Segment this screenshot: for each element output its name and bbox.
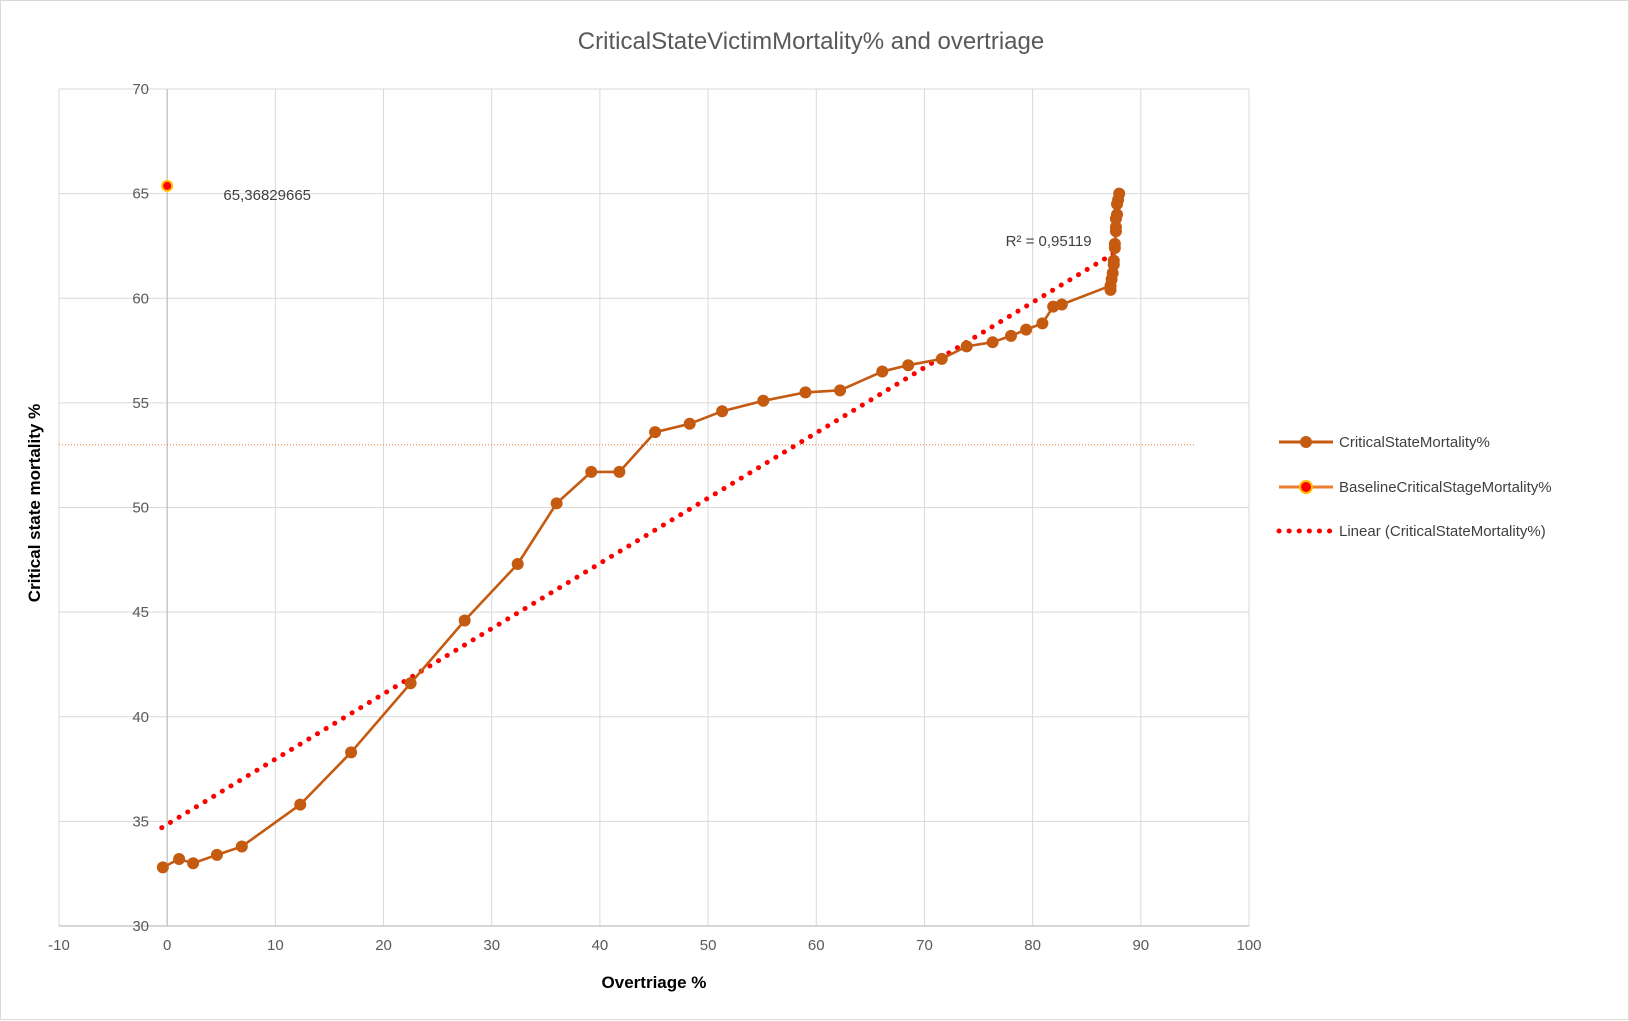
critical-state-mortality-point <box>210 848 223 861</box>
y-tick-label: 50 <box>132 500 149 517</box>
y-axis-title: Critical state mortality % <box>25 404 44 602</box>
y-tick-label: 30 <box>132 918 149 935</box>
x-tick-label: 20 <box>375 937 392 954</box>
critical-state-mortality-point <box>345 746 358 759</box>
critical-state-mortality-point <box>294 798 307 811</box>
critical-state-mortality-point <box>1020 323 1033 336</box>
critical-state-mortality-point <box>458 614 471 627</box>
critical-state-mortality-point <box>902 359 915 372</box>
critical-state-mortality-point <box>757 394 770 407</box>
y-tick-label: 55 <box>132 395 149 412</box>
critical-state-mortality-line <box>162 193 1121 869</box>
linear-trendline <box>159 247 1122 831</box>
critical-state-mortality-point <box>1036 317 1049 330</box>
y-tick-label: 65 <box>132 186 149 203</box>
critical-state-mortality-point <box>1113 187 1126 200</box>
legend-label-baseline: BaselineCriticalStageMortality% <box>1339 479 1552 496</box>
x-tick-label: -10 <box>48 937 70 954</box>
x-tick-label: 0 <box>163 937 171 954</box>
y-tick-label: 70 <box>132 81 149 98</box>
legend-marker-critical-state-mortality <box>1300 436 1312 448</box>
grid-layer <box>58 88 1250 927</box>
critical-state-mortality-point <box>1108 237 1121 250</box>
critical-state-mortality-point <box>649 426 662 439</box>
x-tick-label: 40 <box>592 937 609 954</box>
critical-state-mortality-point <box>986 336 999 349</box>
x-tick-label: 70 <box>916 937 933 954</box>
critical-state-mortality-point <box>960 340 973 353</box>
critical-state-mortality-point <box>173 853 186 866</box>
critical-state-mortality-point <box>1055 298 1068 311</box>
critical-state-mortality-point <box>156 861 169 874</box>
x-tick-label: 80 <box>1024 937 1041 954</box>
y-tick-label: 60 <box>132 290 149 307</box>
critical-state-mortality-point <box>834 384 847 397</box>
critical-state-mortality-point <box>935 352 948 365</box>
baseline-value-label: 65,36829665 <box>223 187 311 204</box>
chart-title: CriticalStateVictimMortality% and overtr… <box>578 28 1044 55</box>
critical-state-mortality-point <box>404 677 417 690</box>
x-tick-label: 30 <box>483 937 500 954</box>
legend-label-linear-trend: Linear (CriticalStateMortality%) <box>1339 523 1546 540</box>
critical-state-mortality-point <box>876 365 889 378</box>
x-axis-title: Overtriage % <box>602 973 707 992</box>
critical-state-mortality-point <box>1111 208 1124 221</box>
critical-state-mortality-point <box>1109 221 1122 234</box>
y-tick-label: 35 <box>132 813 149 830</box>
x-tick-label: 60 <box>808 937 825 954</box>
critical-state-mortality-point <box>716 405 729 418</box>
axis-layer <box>59 89 1249 927</box>
critical-state-mortality-point <box>1005 329 1017 342</box>
critical-state-mortality-point <box>550 497 563 510</box>
legend-item-baseline: BaselineCriticalStageMortality% <box>1279 479 1552 496</box>
critical-state-mortality-point <box>187 857 200 870</box>
legend-item-critical-state-mortality: CriticalStateMortality% <box>1279 434 1490 451</box>
x-tick-label: 50 <box>700 937 717 954</box>
legend-label-critical-state-mortality: CriticalStateMortality% <box>1339 434 1490 451</box>
critical-state-mortality-point <box>511 557 524 570</box>
y-tick-label: 45 <box>132 604 149 621</box>
legend-marker-baseline <box>1299 480 1313 494</box>
critical-state-mortality-point <box>1107 254 1120 267</box>
legend: CriticalStateMortality% BaselineCritical… <box>1276 434 1552 540</box>
critical-state-mortality-point <box>585 465 598 478</box>
x-tick-label: 90 <box>1132 937 1149 954</box>
x-tick-label: 100 <box>1236 937 1261 954</box>
critical-state-mortality-point <box>613 465 626 478</box>
y-tick-label: 40 <box>132 709 149 726</box>
x-tick-label: 10 <box>267 937 284 954</box>
critical-state-mortality-point <box>683 417 696 430</box>
baseline-point <box>161 179 174 192</box>
r-squared-label: R² = 0,95119 <box>1006 233 1092 250</box>
legend-item-linear-trend: Linear (CriticalStateMortality%) <box>1276 523 1546 540</box>
data-layer <box>59 179 1195 874</box>
critical-state-mortality-point <box>799 386 812 399</box>
critical-state-mortality-point <box>235 840 248 853</box>
label-layer: 30 35 40 45 50 55 60 65 70 -10 0 10 20 30 40 50 60 70 80 90… <box>48 81 1261 954</box>
critical-state-mortality-point <box>1104 283 1117 296</box>
